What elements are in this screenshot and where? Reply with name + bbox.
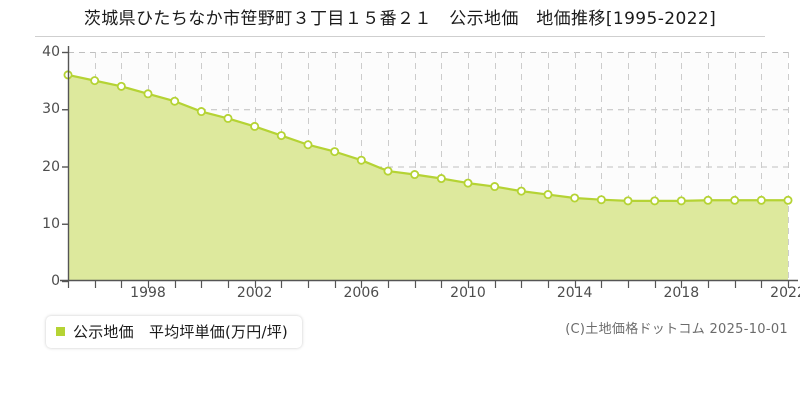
x-axis-tick-label: 2014 — [556, 285, 593, 301]
x-axis-tick-label: 2022 — [770, 285, 800, 301]
x-axis-tick-label: 2006 — [343, 285, 380, 301]
y-axis-tick-label: 30 — [42, 101, 60, 118]
legend-swatch-icon — [56, 327, 65, 336]
chart-legend[interactable]: 公示地価 平均坪単価(万円/坪) — [46, 316, 302, 348]
x-axis-tick-label: 1998 — [130, 285, 166, 301]
credit-text: (C)土地価格ドットコム 2025-10-01 — [565, 322, 788, 337]
x-axis-tick-label: 2010 — [450, 285, 486, 301]
area-series-svg — [60, 46, 798, 288]
y-axis-tick-label: 0 — [51, 273, 60, 289]
x-axis-labels: 1998 2002 2006 2010 2014 2018 2022 — [0, 285, 800, 305]
y-axis-tick-label: 40 — [42, 44, 60, 60]
y-axis-tick-label: 20 — [42, 158, 60, 175]
x-axis-tick-label: 2002 — [236, 285, 273, 301]
y-axis-labels: 0 10 20 30 40 — [12, 44, 60, 289]
plot-area — [60, 46, 798, 288]
page-title: 茨城県ひたちなか市笹野町３丁目１５番２１ 公示地価 地価推移[1995-2022… — [83, 9, 717, 29]
legend-item-label: 公示地価 平均坪単価(万円/坪) — [73, 323, 288, 341]
y-axis-tick-label: 10 — [42, 215, 60, 232]
title-divider — [35, 36, 765, 37]
x-axis-tick-label: 2018 — [663, 285, 700, 301]
